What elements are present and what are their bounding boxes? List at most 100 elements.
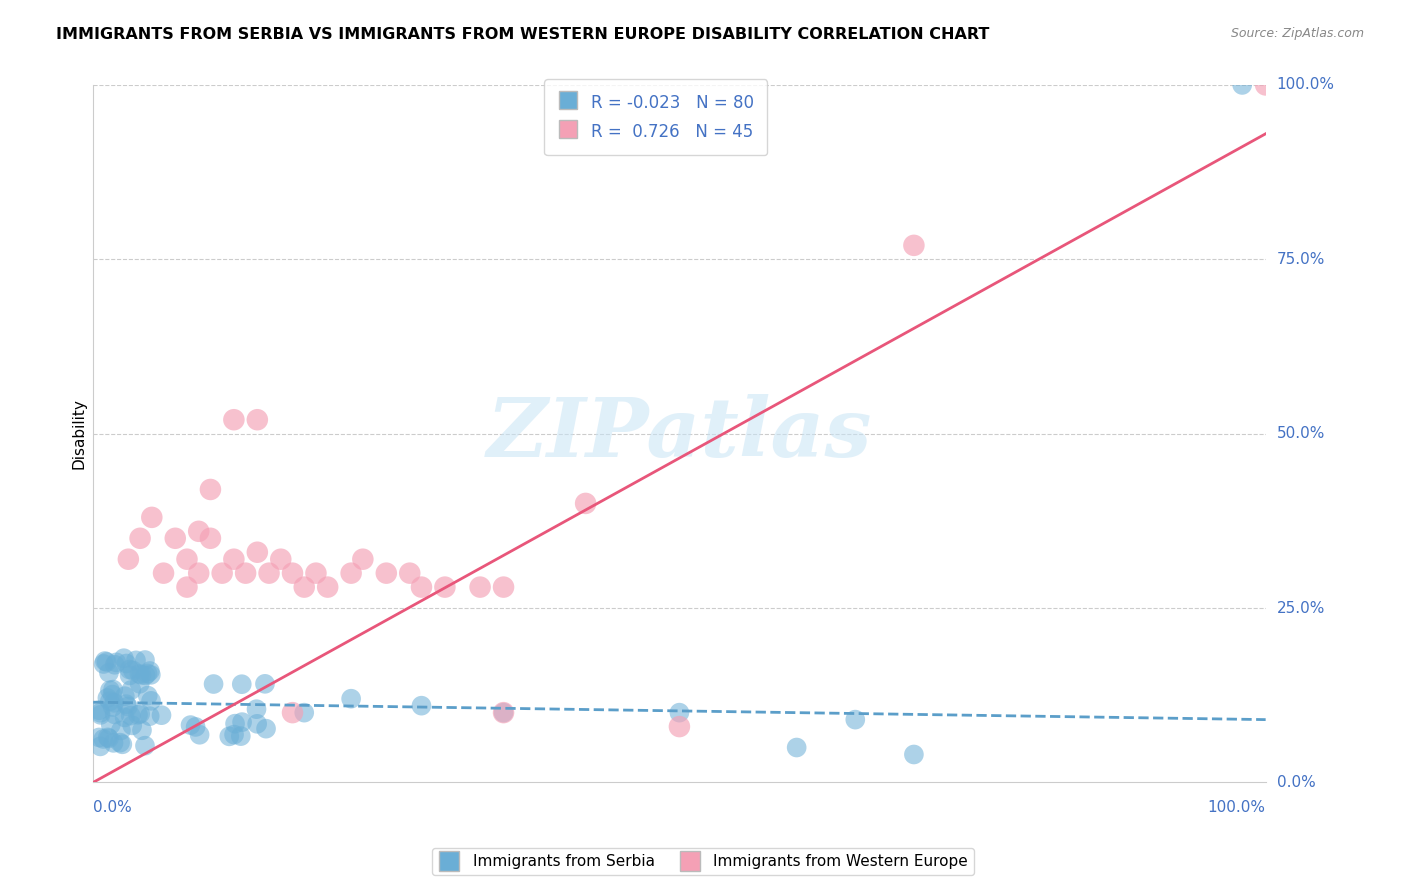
Point — [120, 682, 142, 697]
Point — [281, 566, 304, 581]
Point — [222, 552, 245, 566]
Point — [292, 706, 315, 720]
Y-axis label: Disability: Disability — [72, 398, 86, 469]
Point — [316, 580, 339, 594]
Point — [281, 706, 304, 720]
Point — [98, 694, 121, 708]
Point — [134, 653, 156, 667]
Point — [235, 566, 257, 581]
Point — [1230, 78, 1253, 92]
Point — [115, 697, 138, 711]
Point — [253, 677, 276, 691]
Point — [136, 689, 159, 703]
Point — [134, 668, 156, 682]
Point — [89, 706, 111, 720]
Point — [121, 664, 143, 678]
Point — [115, 657, 138, 671]
Point — [184, 720, 207, 734]
Point — [104, 657, 127, 672]
Point — [200, 531, 222, 545]
Point — [127, 707, 149, 722]
Point — [375, 566, 398, 581]
Point — [270, 552, 292, 566]
Point — [575, 496, 598, 510]
Point — [89, 731, 111, 745]
Point — [246, 413, 269, 427]
Point — [96, 690, 118, 705]
Legend: R = -0.023   N = 80, R =  0.726   N = 45: R = -0.023 N = 80, R = 0.726 N = 45 — [544, 79, 768, 155]
Point — [139, 668, 162, 682]
Legend: Immigrants from Serbia, Immigrants from Western Europe: Immigrants from Serbia, Immigrants from … — [432, 848, 974, 875]
Point — [433, 580, 456, 594]
Point — [352, 552, 374, 566]
Point — [139, 664, 162, 678]
Point — [138, 709, 160, 723]
Text: 0.0%: 0.0% — [93, 800, 132, 814]
Point — [108, 736, 131, 750]
Point — [98, 683, 121, 698]
Point — [129, 531, 152, 545]
Point — [165, 531, 187, 545]
Point — [229, 729, 252, 743]
Point — [844, 713, 866, 727]
Point — [111, 737, 134, 751]
Point — [128, 666, 150, 681]
Point — [187, 524, 209, 539]
Point — [131, 723, 153, 738]
Point — [93, 657, 115, 671]
Point — [101, 682, 124, 697]
Point — [176, 552, 198, 566]
Point — [492, 706, 515, 720]
Point — [340, 691, 363, 706]
Point — [121, 718, 143, 732]
Text: 0.0%: 0.0% — [1277, 775, 1316, 790]
Point — [114, 689, 136, 703]
Point — [222, 728, 245, 742]
Point — [176, 580, 198, 594]
Point — [118, 663, 141, 677]
Point — [903, 747, 925, 762]
Text: 50.0%: 50.0% — [1277, 426, 1324, 442]
Point — [257, 566, 280, 581]
Point — [117, 552, 139, 566]
Point — [89, 739, 111, 754]
Point — [1254, 78, 1277, 92]
Point — [98, 731, 121, 746]
Point — [114, 710, 136, 724]
Point — [139, 694, 162, 708]
Text: 75.0%: 75.0% — [1277, 252, 1324, 267]
Point — [131, 668, 153, 682]
Point — [668, 720, 690, 734]
Point — [103, 736, 125, 750]
Text: 100.0%: 100.0% — [1277, 78, 1334, 93]
Point — [136, 666, 159, 681]
Point — [218, 730, 240, 744]
Point — [104, 707, 127, 722]
Point — [903, 238, 925, 252]
Point — [254, 722, 277, 736]
Point — [120, 708, 142, 723]
Point — [152, 566, 174, 581]
Point — [100, 717, 122, 731]
Text: IMMIGRANTS FROM SERBIA VS IMMIGRANTS FROM WESTERN EUROPE DISABILITY CORRELATION : IMMIGRANTS FROM SERBIA VS IMMIGRANTS FRO… — [56, 27, 990, 42]
Point — [101, 688, 124, 702]
Point — [245, 702, 267, 716]
Point — [222, 413, 245, 427]
Point — [231, 677, 253, 691]
Point — [118, 668, 141, 682]
Point — [129, 706, 152, 721]
Point — [292, 580, 315, 594]
Point — [117, 699, 139, 714]
Point — [150, 708, 173, 723]
Point — [96, 655, 118, 669]
Point — [101, 700, 124, 714]
Point — [110, 723, 132, 738]
Point — [180, 718, 202, 732]
Point — [305, 566, 328, 581]
Point — [398, 566, 420, 581]
Text: Source: ZipAtlas.com: Source: ZipAtlas.com — [1230, 27, 1364, 40]
Point — [224, 716, 246, 731]
Point — [90, 707, 112, 722]
Text: 100.0%: 100.0% — [1208, 800, 1265, 814]
Point — [246, 545, 269, 559]
